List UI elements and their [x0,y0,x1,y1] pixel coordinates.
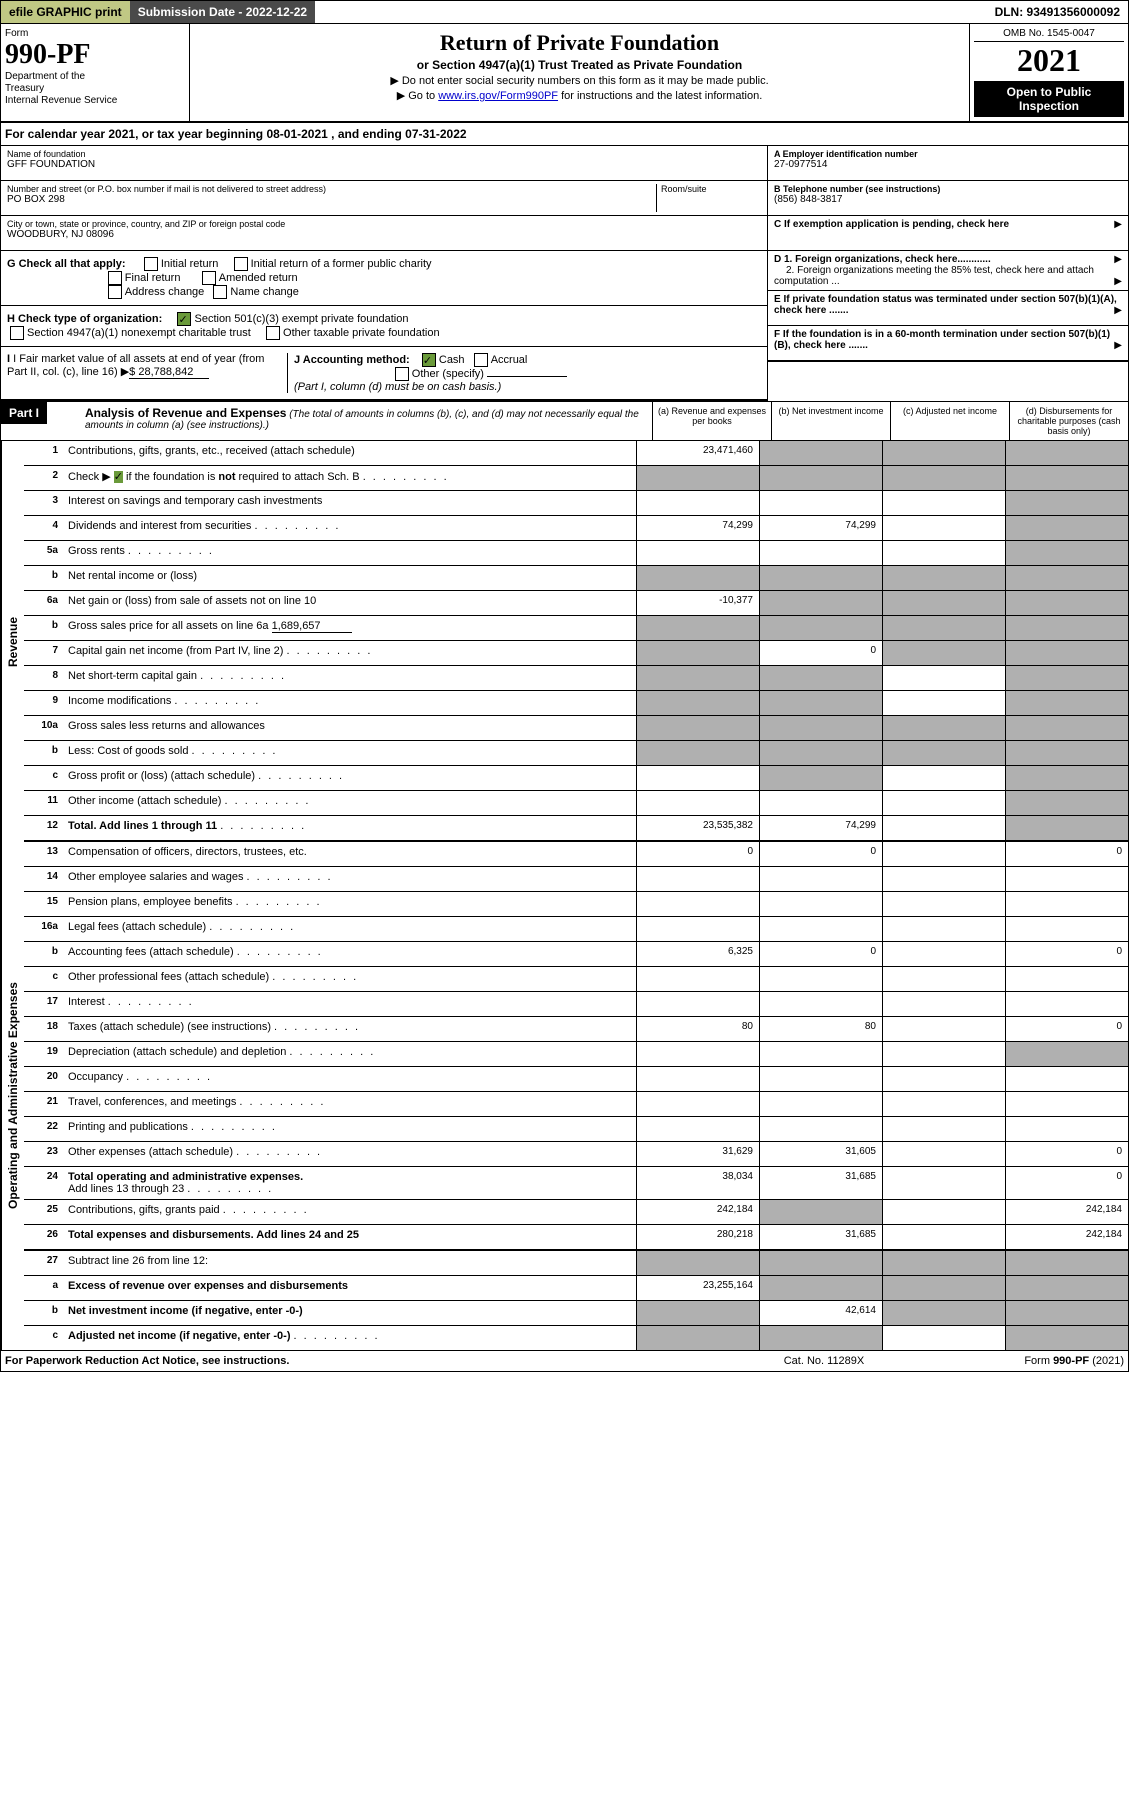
l23-d: 0 [1005,1142,1128,1166]
catalog-number: Cat. No. 11289X [724,1355,924,1367]
form-label: Form [5,28,185,39]
l26-d: 242,184 [1005,1225,1128,1249]
cash-basis-note: (Part I, column (d) must be on cash basi… [294,381,501,393]
revenue-expense-table: Revenue 1Contributions, gifts, grants, e… [0,441,1129,1351]
calendar-year: For calendar year 2021, or tax year begi… [0,123,1129,146]
checkbox-initial[interactable] [144,257,158,271]
l13-b: 0 [759,842,882,866]
form-number: 990-PF [5,39,185,71]
form-title: Return of Private Foundation [196,30,963,56]
l7-b: 0 [759,641,882,665]
l12-a: 23,535,382 [636,816,759,840]
department: Department of theTreasuryInternal Revenu… [5,71,185,107]
city-value: WOODBURY, NJ 08096 [7,229,114,240]
section-f-label: F If the foundation is in a 60-month ter… [774,329,1110,351]
checkbox-name-change[interactable] [213,285,227,299]
l13-d: 0 [1005,842,1128,866]
revenue-side-label: Revenue [1,441,24,842]
fmv-value: $ 28,788,842 [129,366,209,379]
expenses-side-label: Operating and Administrative Expenses [1,842,24,1350]
info-section: Name of foundation GFF FOUNDATION Number… [0,146,1129,401]
l13-a: 0 [636,842,759,866]
part1-title: Analysis of Revenue and Expenses [85,406,286,420]
checkbox-amended[interactable] [202,271,216,285]
l24-d: 0 [1005,1167,1128,1199]
l24-a: 38,034 [636,1167,759,1199]
ein-value: 27-0977514 [774,159,827,170]
checkbox-other-method[interactable] [395,367,409,381]
paperwork-notice: For Paperwork Reduction Act Notice, see … [5,1355,724,1367]
l16b-b: 0 [759,942,882,966]
checkbox-other-taxable[interactable] [266,326,280,340]
col-a-header: (a) Revenue and expenses per books [652,402,771,440]
l23-b: 31,605 [759,1142,882,1166]
note-ssn: ▶ Do not enter social security numbers o… [196,74,963,87]
checkbox-addr-change[interactable] [108,285,122,299]
l1-a: 23,471,460 [636,441,759,465]
section-d1: D 1. Foreign organizations, check here..… [774,254,991,265]
section-e-label: E If private foundation status was termi… [774,294,1117,316]
tax-year: 2021 [974,42,1124,79]
city-label: City or town, state or province, country… [7,219,761,229]
l18-d: 0 [1005,1017,1128,1041]
foundation-name: GFF FOUNDATION [7,159,95,170]
col-d-header: (d) Disbursements for charitable purpose… [1009,402,1128,440]
l18-a: 80 [636,1017,759,1041]
ein-label: A Employer identification number [774,149,1122,159]
col-c-header: (c) Adjusted net income [890,402,1009,440]
l6b-inline: 1,689,657 [272,620,352,633]
l12-b: 74,299 [759,816,882,840]
form-subtitle: or Section 4947(a)(1) Trust Treated as P… [196,58,963,72]
l16b-a: 6,325 [636,942,759,966]
inspection-badge: Open to Public Inspection [974,81,1124,117]
l18-b: 80 [759,1017,882,1041]
checkbox-accrual[interactable] [474,353,488,367]
addr-label: Number and street (or P.O. box number if… [7,184,656,194]
l26-a: 280,218 [636,1225,759,1249]
l4-b: 74,299 [759,516,882,540]
phone-label: B Telephone number (see instructions) [774,184,1122,194]
top-bar: efile GRAPHIC print Submission Date - 20… [0,0,1129,24]
col-b-header: (b) Net investment income [771,402,890,440]
page-footer: For Paperwork Reduction Act Notice, see … [0,1351,1129,1372]
phone-value: (856) 848-3817 [774,194,842,205]
section-ij: I I Fair market value of all assets at e… [1,347,767,401]
submission-date: Submission Date - 2022-12-22 [130,1,315,23]
room-label: Room/suite [661,184,761,194]
section-c-label: C If exemption application is pending, c… [774,219,1009,230]
l26-b: 31,685 [759,1225,882,1249]
l4-a: 74,299 [636,516,759,540]
checkbox-501c3[interactable]: ✓ [177,312,191,326]
checkbox-4947[interactable] [10,326,24,340]
omb-number: OMB No. 1545-0047 [974,28,1124,42]
form-header: Form 990-PF Department of theTreasuryInt… [0,24,1129,123]
l24-b: 31,685 [759,1167,882,1199]
l6a-a: -10,377 [636,591,759,615]
l25-d: 242,184 [1005,1200,1128,1224]
dln: DLN: 93491356000092 [987,1,1128,23]
section-h: H Check type of organization: ✓Section 5… [1,306,767,347]
note-link: ▶ Go to www.irs.gov/Form990PF for instru… [196,89,963,102]
checkbox-former[interactable] [234,257,248,271]
l25-a: 242,184 [636,1200,759,1224]
part1-label: Part I [1,402,47,424]
l27a-a: 23,255,164 [636,1276,759,1300]
efile-print-button[interactable]: efile GRAPHIC print [1,1,130,23]
l16b-d: 0 [1005,942,1128,966]
l27b-b: 42,614 [759,1301,882,1325]
section-d2: 2. Foreign organizations meeting the 85%… [774,265,1094,287]
street-address: PO BOX 298 [7,194,65,205]
section-g: G Check all that apply: Initial return I… [1,251,767,306]
irs-link[interactable]: www.irs.gov/Form990PF [438,90,558,102]
checkbox-cash[interactable]: ✓ [422,353,436,367]
checkbox-final[interactable] [108,271,122,285]
l23-a: 31,629 [636,1142,759,1166]
part1-header-row: Part I Analysis of Revenue and Expenses … [0,401,1129,441]
checkbox-schb[interactable]: ✓ [114,471,123,483]
name-label: Name of foundation [7,149,761,159]
